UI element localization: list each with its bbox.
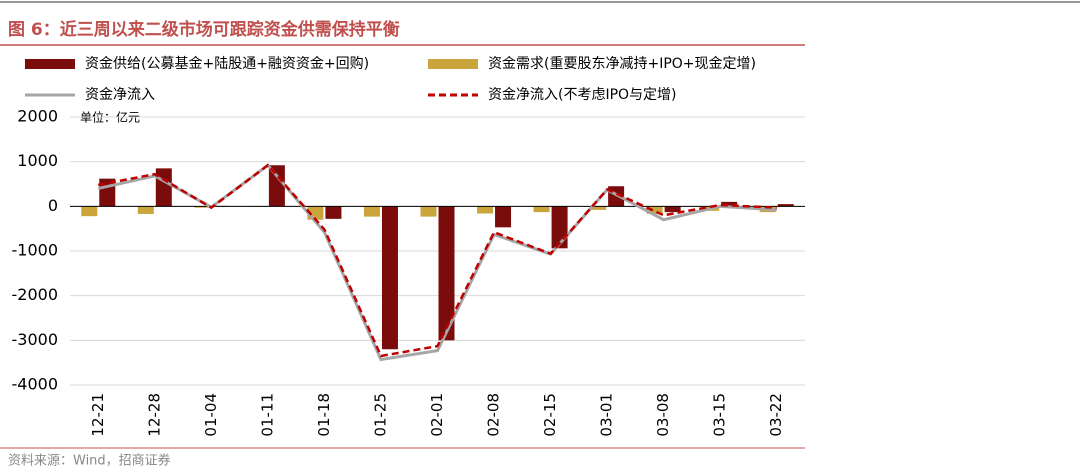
legend-swatch — [25, 59, 75, 69]
bar — [268, 165, 285, 207]
x-tick-label: 12-21 — [89, 393, 107, 437]
y-tick-label: -1000 — [12, 241, 59, 260]
bar — [325, 206, 342, 219]
y-tick-label: 1000 — [17, 151, 58, 170]
y-tick-label: -4000 — [12, 375, 59, 394]
legend-label: 资金净流入(不考虑IPO与定增) — [488, 87, 677, 103]
x-tick-label: 03-15 — [711, 393, 729, 437]
bar — [590, 206, 607, 210]
legend-swatch — [428, 59, 478, 69]
bar — [664, 206, 681, 213]
x-tick-label: 03-22 — [767, 393, 785, 437]
source: 资料来源：Wind，招商证券 — [8, 453, 171, 469]
bar — [381, 206, 398, 350]
bar — [777, 204, 794, 207]
x-tick-label: 12-28 — [145, 393, 163, 437]
bar — [81, 206, 98, 217]
bar — [438, 206, 455, 341]
line-series — [98, 163, 777, 358]
legend-label: 资金需求(重要股东净减持+IPO+现金定增) — [488, 56, 756, 72]
chart-title: 图 6：近三周以来二级市场可跟踪资金供需保持平衡 — [8, 19, 400, 40]
bar — [721, 201, 738, 207]
y-tick-label: 0 — [48, 196, 58, 215]
bar — [477, 206, 494, 214]
x-tick-label: 01-25 — [371, 393, 389, 437]
bar — [155, 168, 172, 207]
bar — [420, 206, 437, 217]
x-tick-label: 02-15 — [541, 393, 559, 437]
x-tick-label: 01-18 — [315, 393, 333, 437]
bar — [363, 206, 380, 217]
x-tick-label: 01-04 — [202, 393, 220, 437]
legend-label: 资金供给(公募基金+陆股通+融资资金+回购) — [85, 55, 369, 72]
bar — [495, 206, 512, 228]
line-series — [97, 163, 777, 362]
x-tick-label: 02-08 — [485, 393, 503, 437]
legend-label: 资金净流入 — [85, 87, 155, 103]
bar — [194, 206, 211, 208]
bar — [137, 206, 154, 214]
x-tick-label: 02-01 — [428, 393, 446, 437]
y-tick-label: -3000 — [12, 330, 59, 349]
x-tick-label: 01-11 — [258, 393, 276, 437]
y-tick-label: -2000 — [12, 285, 59, 304]
bar — [533, 206, 550, 213]
x-tick-label: 03-01 — [598, 393, 616, 437]
x-tick-label: 03-08 — [654, 393, 672, 437]
bar — [646, 206, 663, 214]
y-tick-label: 2000 — [17, 107, 58, 126]
